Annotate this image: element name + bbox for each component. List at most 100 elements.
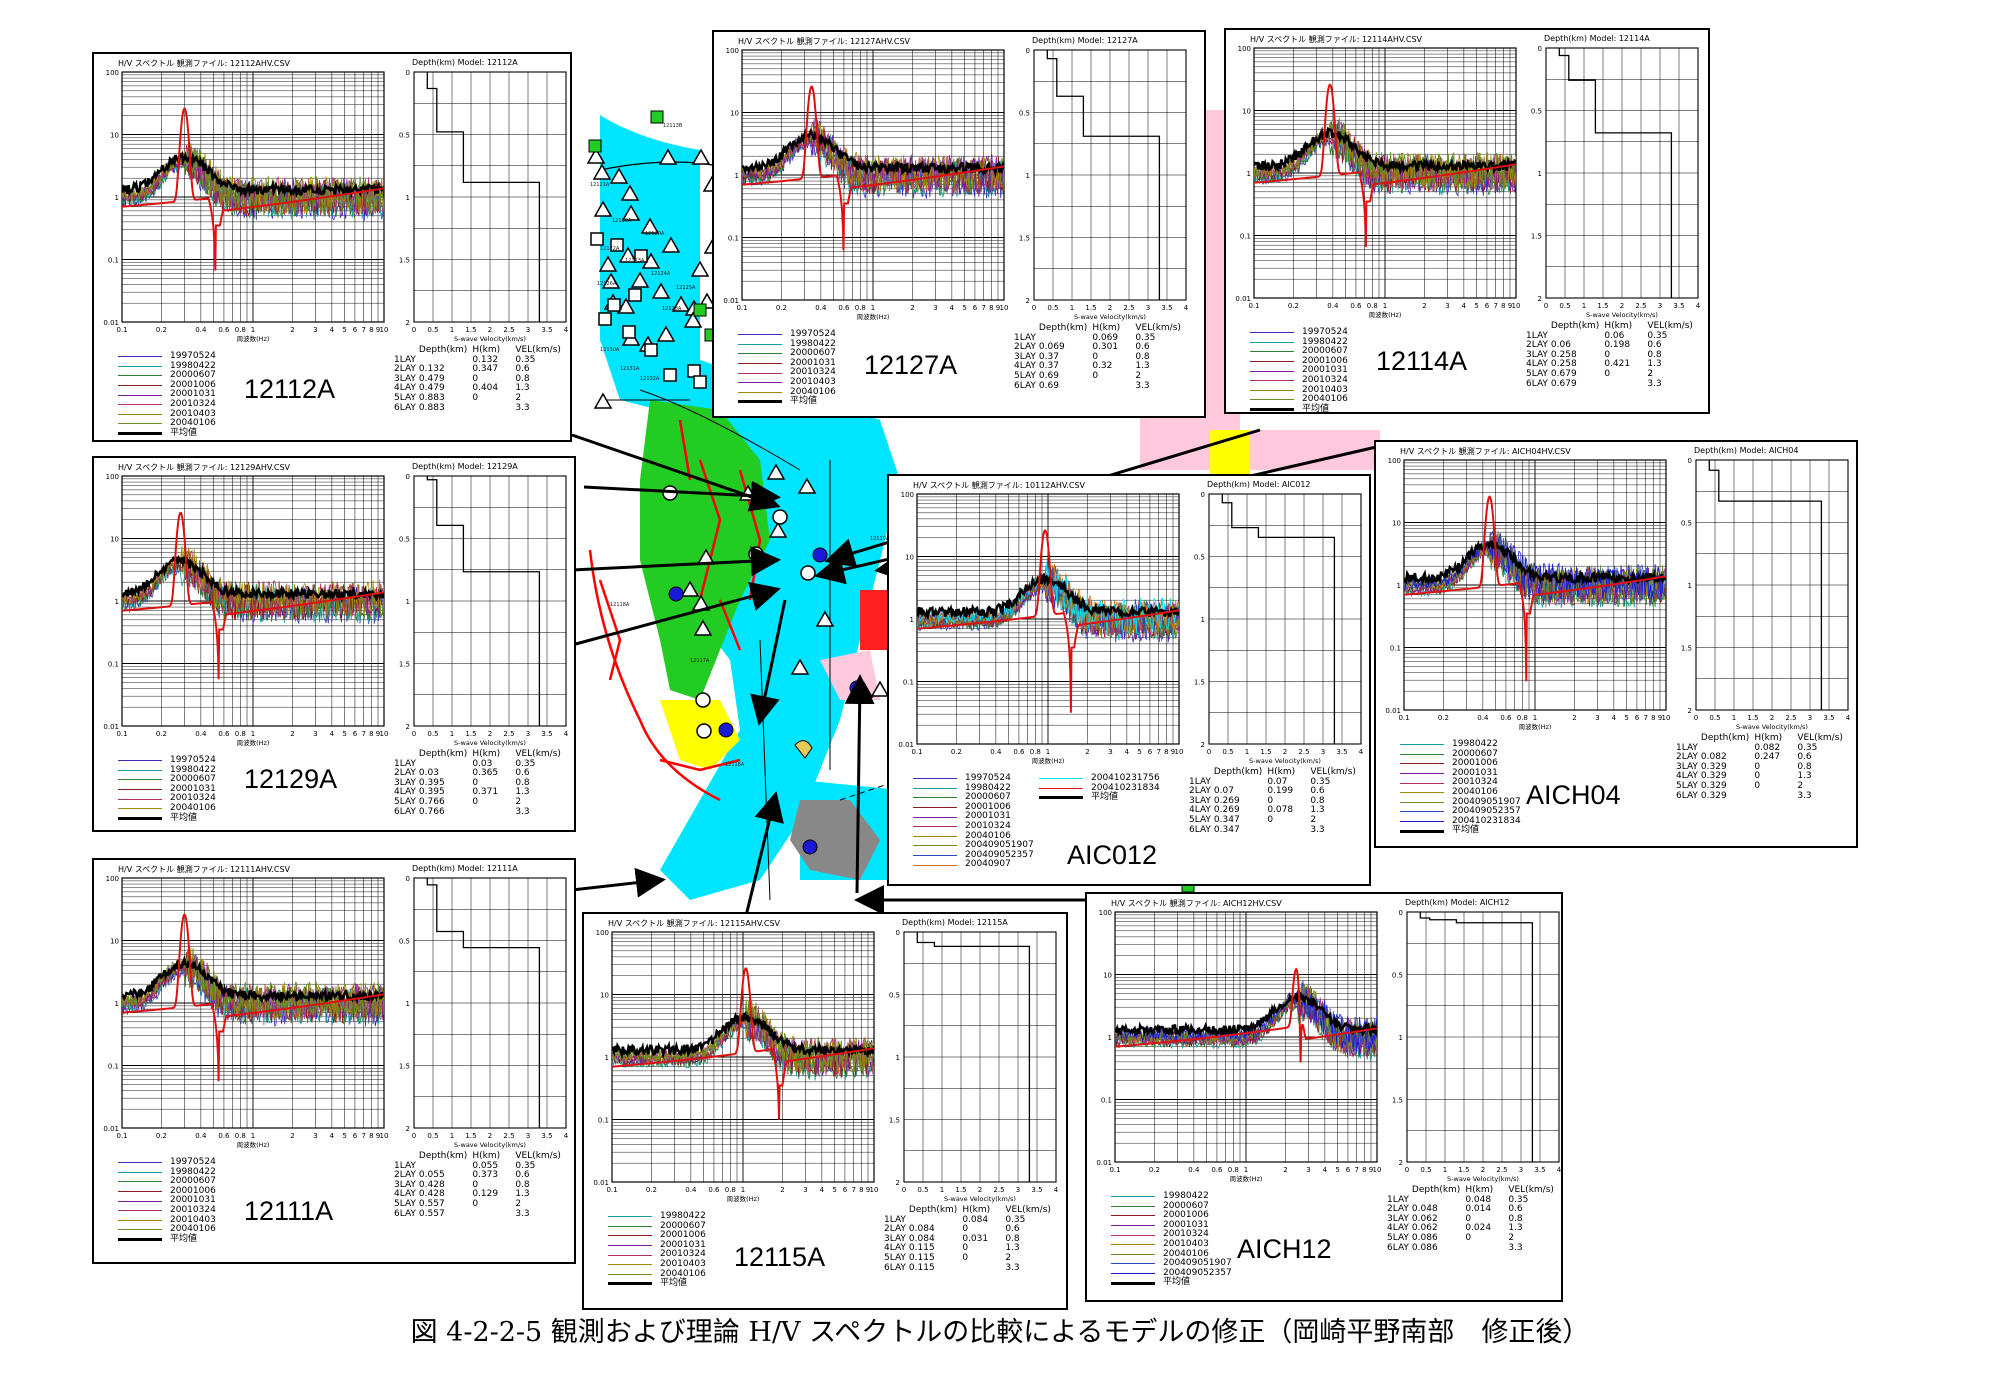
freq-tick: 4: [820, 1186, 825, 1194]
hv-y-tick: 0.01: [1385, 707, 1401, 715]
legend-swatch: [608, 1254, 652, 1256]
layer-row: 1LAY 0.03 0.35: [394, 758, 536, 769]
station-triangle: [586, 147, 606, 164]
freq-tick: 8: [1501, 302, 1505, 310]
freq-tick: 6: [843, 1186, 848, 1194]
velocity-tick: 2.5: [503, 730, 514, 738]
freq-tick: 8: [1164, 748, 1168, 756]
legend-swatch: [118, 356, 162, 358]
legend-item: 200410231756: [1039, 773, 1160, 784]
velocity-tick: 3: [1808, 714, 1812, 722]
legend-label: 20010403: [1163, 1238, 1209, 1249]
freq-tick: 9: [1171, 748, 1175, 756]
legend-swatch: [118, 432, 162, 436]
freq-tick: 9: [1508, 302, 1512, 310]
hv-y-tick: 1: [115, 1000, 119, 1008]
freq-tick: 3: [1108, 748, 1112, 756]
freq-tick: 0.4: [685, 1186, 697, 1194]
layer-table-header: Depth(km): [418, 749, 468, 759]
hv-panel-12111a: H/V スペクトル 観測ファイル: 12111AHV.CSV Depth(km) …: [92, 858, 576, 1264]
legend-swatch: [738, 334, 782, 336]
layer-table-header: Depth(km): [418, 1151, 468, 1161]
legend-item: 20001006: [913, 802, 1034, 813]
legend-item: 20001031: [1111, 1220, 1232, 1231]
velocity-tick: 1.5: [1747, 714, 1758, 722]
station-triangle: [768, 521, 788, 538]
freq-tick: 0.6: [838, 304, 850, 312]
velocity-tick: 3.5: [1336, 748, 1347, 756]
hv-panel-12114a: H/V スペクトル 観測ファイル: 12114AHV.CSV Depth(km) …: [1224, 28, 1710, 414]
freq-tick: 9: [1658, 714, 1662, 722]
hv-y-tick: 0.1: [903, 679, 914, 687]
link-arrow: [750, 599, 787, 726]
freq-tick: 10: [1512, 302, 1521, 310]
velocity-tick: 1.5: [465, 730, 476, 738]
hv-y-tick: 0.1: [108, 661, 119, 669]
layer-row: 6LAY 0.69 3.3: [1014, 380, 1150, 391]
legend-swatch: [1400, 821, 1444, 823]
depth-header: Depth(km) Model: 12127A: [1032, 36, 1138, 45]
layer-row: 5LAY 0.557 0 2: [394, 1198, 522, 1209]
station-triangle: [691, 148, 711, 165]
freq-axis-label: 周波数(Hz): [237, 334, 270, 343]
velocity-tick: 3.5: [1823, 714, 1834, 722]
freq-tick: 0.1: [606, 1186, 617, 1194]
velocity-tick: 0: [1405, 1166, 1409, 1174]
station-triangle: [683, 311, 703, 328]
hv-y-tick: 0.01: [103, 319, 119, 327]
depth-tick: 0: [406, 875, 410, 883]
hv-y-tick: 100: [1388, 457, 1401, 465]
freq-tick: 0.4: [195, 730, 207, 738]
legend-swatch: [118, 413, 162, 415]
legend-label: 20040106: [1302, 394, 1348, 405]
layer-table-header: H(km): [472, 749, 501, 759]
hv-y-tick: 10: [110, 536, 119, 544]
station-triangle: [651, 282, 671, 299]
freq-tick: 9: [996, 304, 1000, 312]
freq-tick: 4: [1323, 1166, 1328, 1174]
legend-label: 平均値: [170, 1233, 198, 1244]
station-label: 12118A: [610, 602, 630, 608]
legend-label: 200409051907: [965, 840, 1034, 851]
hv-header: H/V スペクトル 観測ファイル: 12115AHV.CSV: [608, 919, 781, 928]
velocity-profile: 00.511.520 0.5 1 1.5 2 2.5 3 3.5 4S-wave Velocit…: [1531, 45, 1701, 319]
station-label: 12131A: [620, 366, 640, 372]
theoretical-spectrum: [742, 85, 1004, 251]
station-circle: [748, 546, 764, 562]
station-triangle: [601, 272, 621, 289]
spectrum-legend: 19970524 19980422 20000607 20001006 20001031…: [1250, 327, 1348, 414]
depth-tick: 1: [406, 598, 410, 606]
freq-tick: 8: [989, 304, 993, 312]
freq-tick: 9: [1369, 1166, 1373, 1174]
link-arrow: [571, 546, 781, 577]
legend-label: 19970524: [790, 329, 836, 339]
velocity-axis-label: S-wave Velocity(km/s): [1074, 313, 1146, 321]
hv-y-tick: 1: [1247, 170, 1251, 178]
freq-axis-label: 周波数(Hz): [237, 738, 270, 747]
legend-label: 20000607: [170, 774, 216, 785]
hv-header: H/V スペクトル 観測ファイル: AICH04HV.CSV: [1400, 447, 1571, 456]
mean-spectrum: [612, 1011, 874, 1060]
depth-header: Depth(km) Model: 12129A: [412, 462, 518, 471]
freq-tick: 8: [859, 1186, 863, 1194]
legend-swatch: [1400, 782, 1444, 784]
legend-item: 20001006: [1400, 759, 1521, 769]
freq-tick: 1: [1533, 714, 1537, 722]
hv-y-tick: 100: [596, 929, 609, 937]
legend-item: 19980422: [1250, 337, 1348, 348]
layer-row: 6LAY 0.557 3.3: [394, 1208, 530, 1219]
legend-swatch: [738, 372, 782, 374]
legend-label: 20040106: [660, 1268, 706, 1279]
velocity-tick: 1.5: [1085, 304, 1096, 312]
station-label: 12117A: [690, 658, 710, 664]
hv-y-tick: 10: [110, 132, 119, 140]
legend-swatch: [118, 365, 162, 367]
layer-row: 6LAY 0.347 3.3: [1189, 824, 1325, 835]
layer-table: Depth(km) H(km) VEL(km/s) 1LAY 0.055 0.35 2LAY…: [394, 1151, 566, 1219]
mean-spectrum: [1115, 991, 1377, 1039]
legend-swatch: [1400, 753, 1444, 755]
hv-y-tick: 10: [600, 992, 609, 1000]
layer-table-header: H(km): [1092, 323, 1121, 333]
legend-item: 20010324: [608, 1250, 706, 1260]
